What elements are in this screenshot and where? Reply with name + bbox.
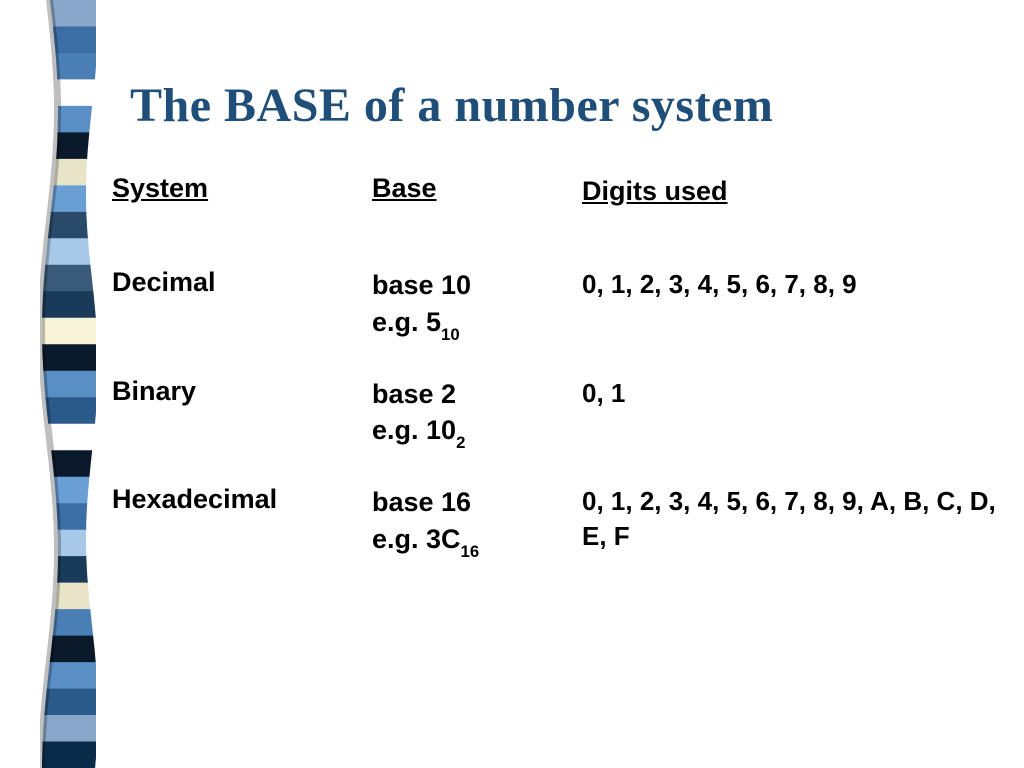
header-base: Base [372,173,582,204]
example-subscript: 2 [456,433,465,452]
example-prefix: e.g. [372,524,426,554]
base-label: base 16 [372,487,471,517]
slide-content: The BASE of a number system System Base … [110,0,1010,768]
number-system-table: System Base Digits used Decimal base 10 … [112,173,1010,561]
example-prefix: e.g. [372,415,426,445]
base-label: base 10 [372,270,471,300]
example-subscript: 16 [461,542,480,561]
slide-title: The BASE of a number system [130,78,1010,133]
cell-digits: 0, 1, 2, 3, 4, 5, 6, 7, 8, 9, A, B, C, D… [582,484,1002,554]
cell-base: base 10 e.g. 510 [372,267,582,343]
example-value: 10 [426,415,456,445]
cell-system: Hexadecimal [112,484,372,515]
decorative-ribbon [40,0,96,768]
table-row: Binary base 2 e.g. 102 0, 1 [112,376,1010,452]
table-header-row: System Base Digits used [112,173,1010,209]
example-value: 3C [426,524,461,554]
table-row: Hexadecimal base 16 e.g. 3C16 0, 1, 2, 3… [112,484,1010,560]
cell-system: Binary [112,376,372,407]
header-system: System [112,173,372,204]
cell-digits: 0, 1 [582,376,1002,411]
cell-system: Decimal [112,267,372,298]
cell-base: base 2 e.g. 102 [372,376,582,452]
example-value: 5 [426,307,441,337]
cell-digits: 0, 1, 2, 3, 4, 5, 6, 7, 8, 9 [582,267,1002,302]
header-digits: Digits used [582,173,1002,209]
cell-base: base 16 e.g. 3C16 [372,484,582,560]
table-row: Decimal base 10 e.g. 510 0, 1, 2, 3, 4, … [112,267,1010,343]
base-label: base 2 [372,379,456,409]
example-prefix: e.g. [372,307,426,337]
example-subscript: 10 [441,325,460,344]
